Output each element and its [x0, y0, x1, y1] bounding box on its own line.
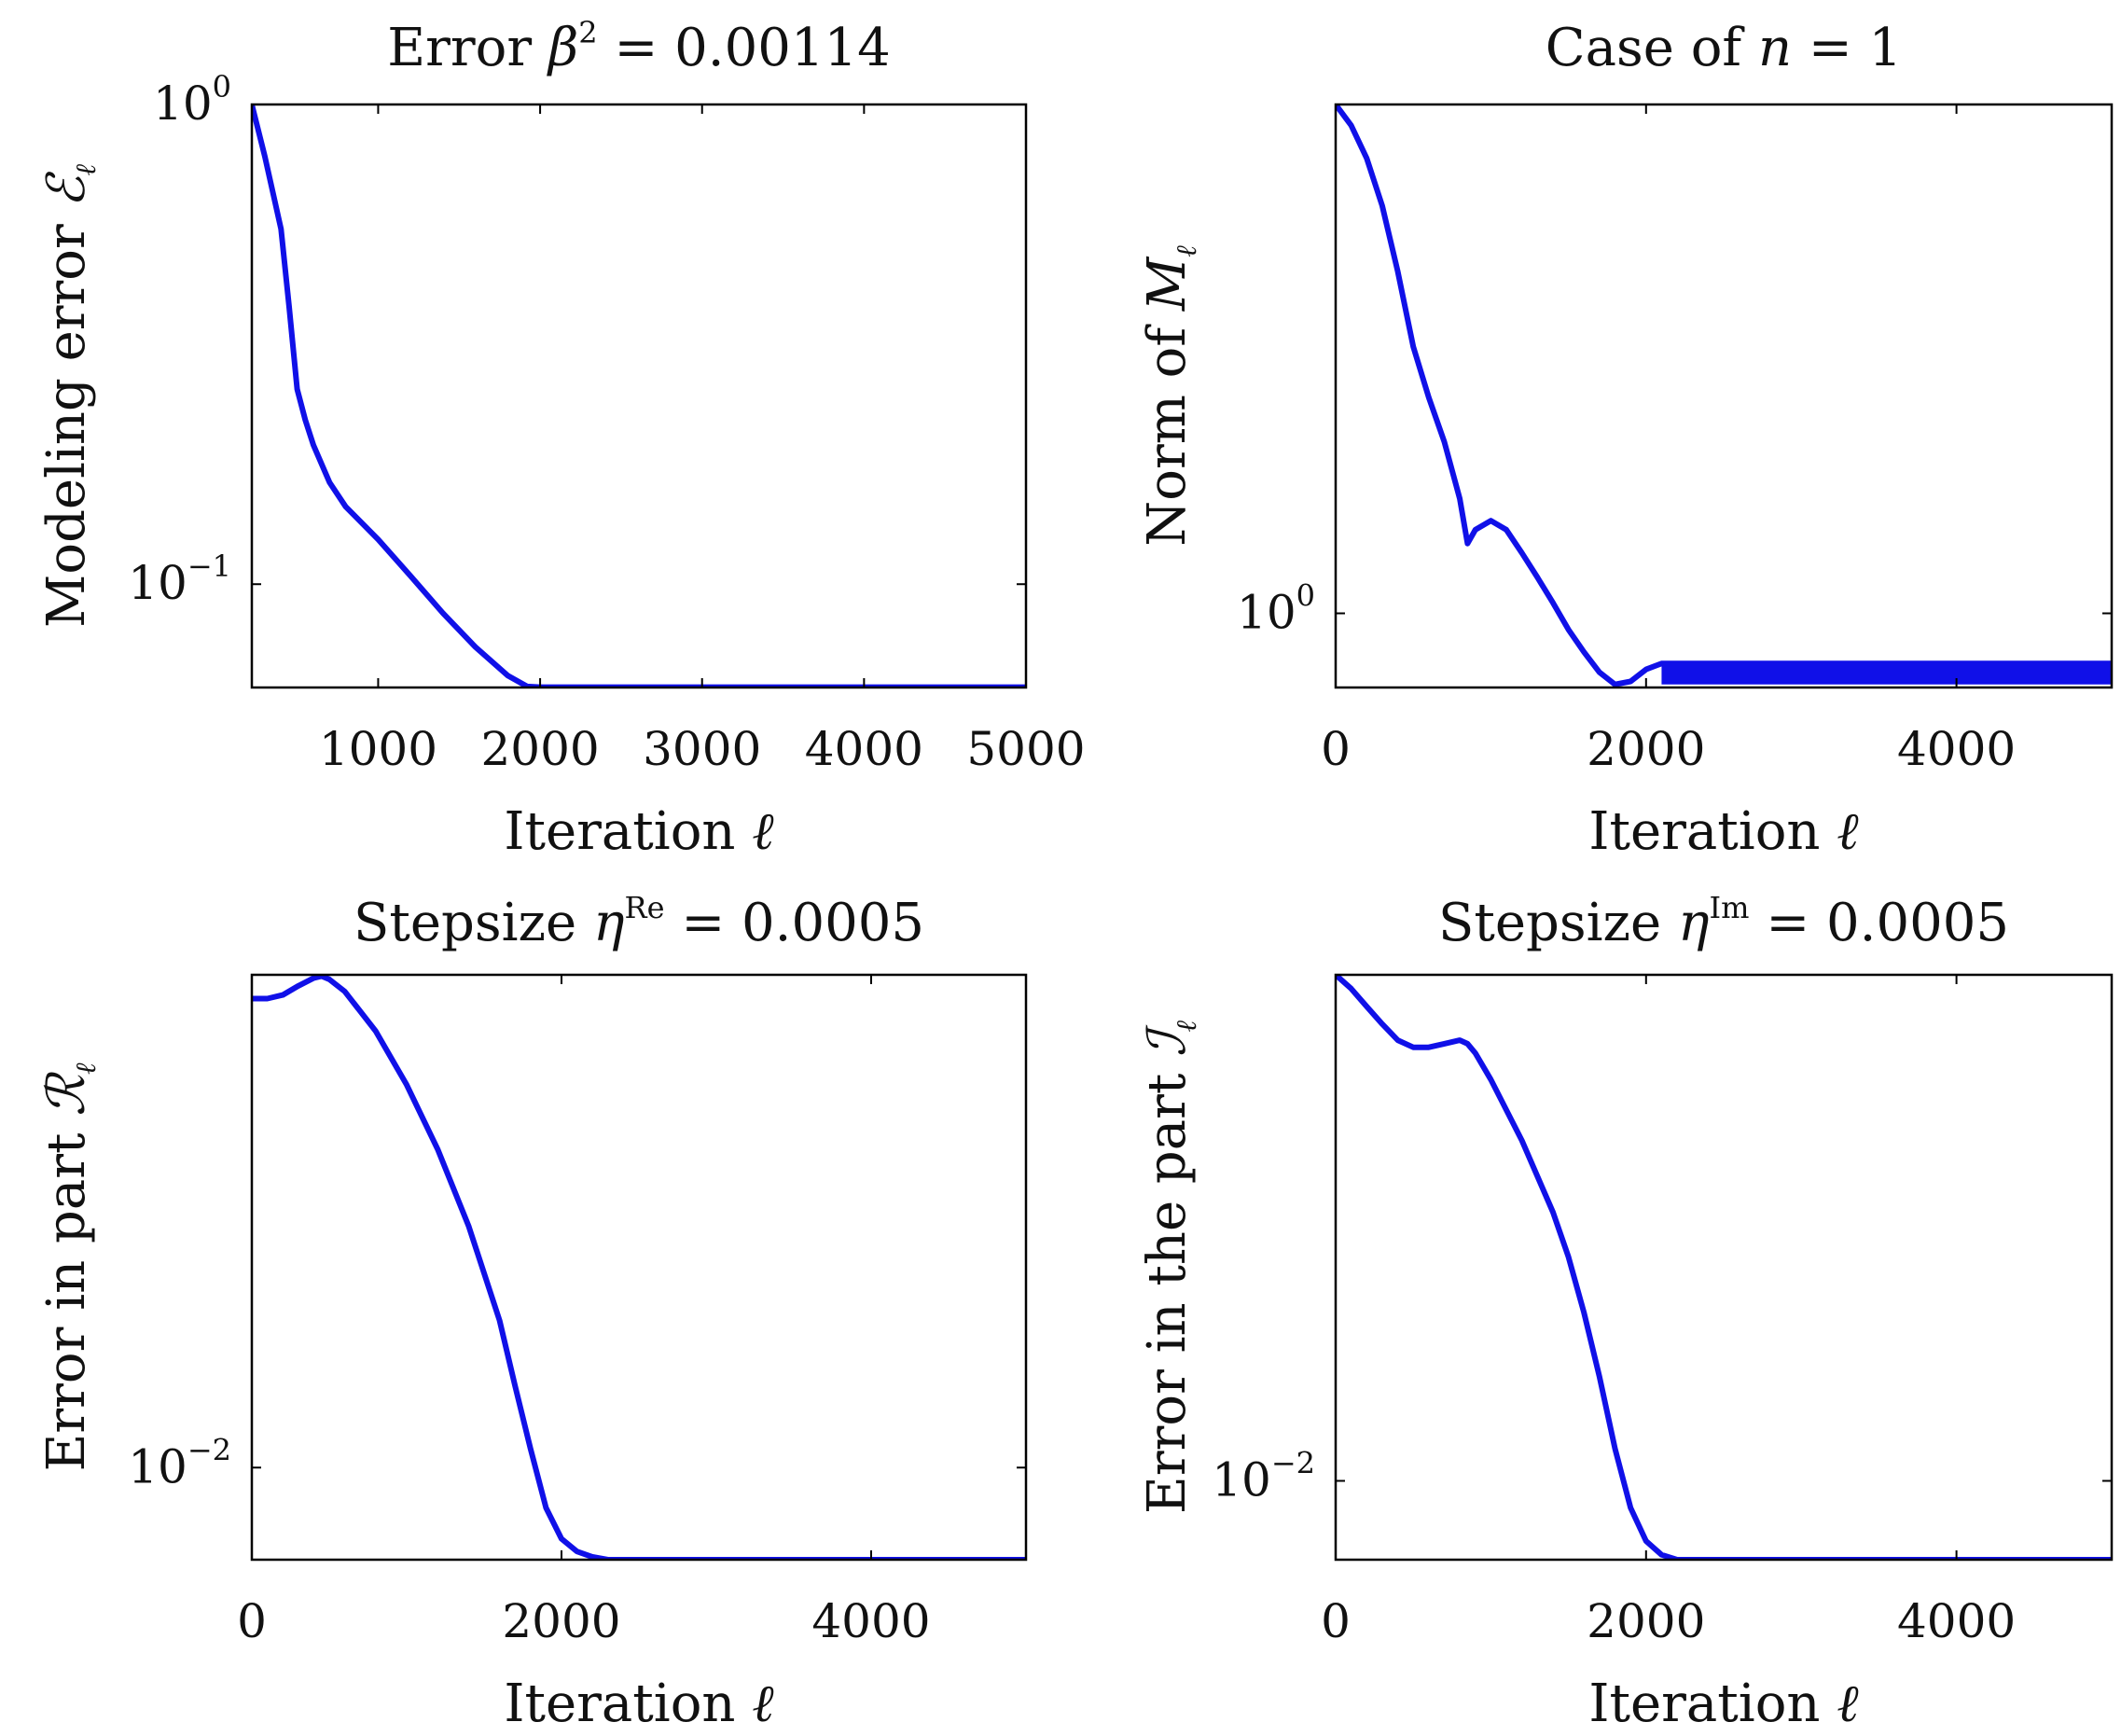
x-tick-label: 0 [1321, 1594, 1351, 1648]
y-axis-label-p3: Error in part ℛℓ [36, 1062, 103, 1471]
x-axis-label-p4: Iteration ℓ [1588, 1674, 1859, 1734]
x-tick-label: 2000 [1587, 722, 1705, 776]
series-line-p3 [252, 975, 1026, 1560]
y-tick-label: 10−2 [1212, 1445, 1315, 1507]
y-tick-label: 10−1 [128, 549, 231, 610]
axes-frame-p4 [1334, 973, 2114, 1562]
y-axis-label-p1: Modeling error ℰℓ [36, 164, 103, 628]
series-line-p1 [252, 104, 1026, 687]
x-tick-label: 4000 [805, 722, 923, 776]
chart-panel-p3: 0 2000 4000 10−2 Stepsize ηRe = 0.0005 Iterat… [36, 890, 1028, 1734]
x-tick-label: 5000 [966, 722, 1085, 776]
axes-frame-p2 [1334, 103, 2114, 689]
chart-title-p3: Stepsize ηRe = 0.0005 [354, 890, 924, 953]
y-axis-label-p4: Error in the part ℐℓ [1137, 1020, 1203, 1514]
x-tick-label: 2000 [502, 1594, 620, 1648]
axes-frame-p3 [250, 973, 1028, 1562]
x-tick-label: 0 [1321, 722, 1351, 776]
chart-panel-p1: 1000 2000 3000 4000 5000 100 10−1 Error β2 = 0.… [36, 15, 1086, 862]
x-tick-label: 1000 [319, 722, 437, 776]
x-axis-label-p3: Iteration ℓ [504, 1674, 774, 1734]
x-tick-label: 2000 [1587, 1594, 1705, 1648]
series-line-p2 [1336, 104, 2112, 687]
x-tick-label: 4000 [1897, 1594, 2016, 1648]
y-tick-label: 10−2 [128, 1432, 231, 1493]
chart-title-p4: Stepsize ηIm = 0.0005 [1438, 890, 2009, 953]
x-axis-label-p2: Iteration ℓ [1588, 801, 1859, 862]
chart-title-p2: Case of n = 1 [1546, 18, 1902, 78]
y-axis-label-p2: Norm of Mℓ [1137, 245, 1203, 547]
oscillation-band-p2 [1661, 663, 2112, 685]
x-tick-label: 2000 [480, 722, 599, 776]
x-tick-label: 4000 [1897, 722, 2016, 776]
axes-frame-p1 [250, 103, 1028, 689]
series-line-p4 [1336, 975, 2112, 1560]
x-tick-label: 4000 [811, 1594, 930, 1648]
y-tick-label: 100 [1237, 577, 1315, 639]
x-tick-label: 0 [237, 1594, 267, 1648]
x-axis-label-p1: Iteration ℓ [504, 801, 774, 862]
y-tick-label: 100 [153, 69, 231, 131]
chart-panel-p4: 0 2000 4000 10−2 Stepsize ηIm = 0.0005 Iterat… [1137, 890, 2114, 1734]
chart-title-p1: Error β2 = 0.00114 [387, 15, 891, 78]
x-tick-label: 3000 [643, 722, 761, 776]
chart-panel-p2: 0 2000 4000 100 Case of n = 1 Iteration ℓ Norm… [1137, 18, 2114, 862]
